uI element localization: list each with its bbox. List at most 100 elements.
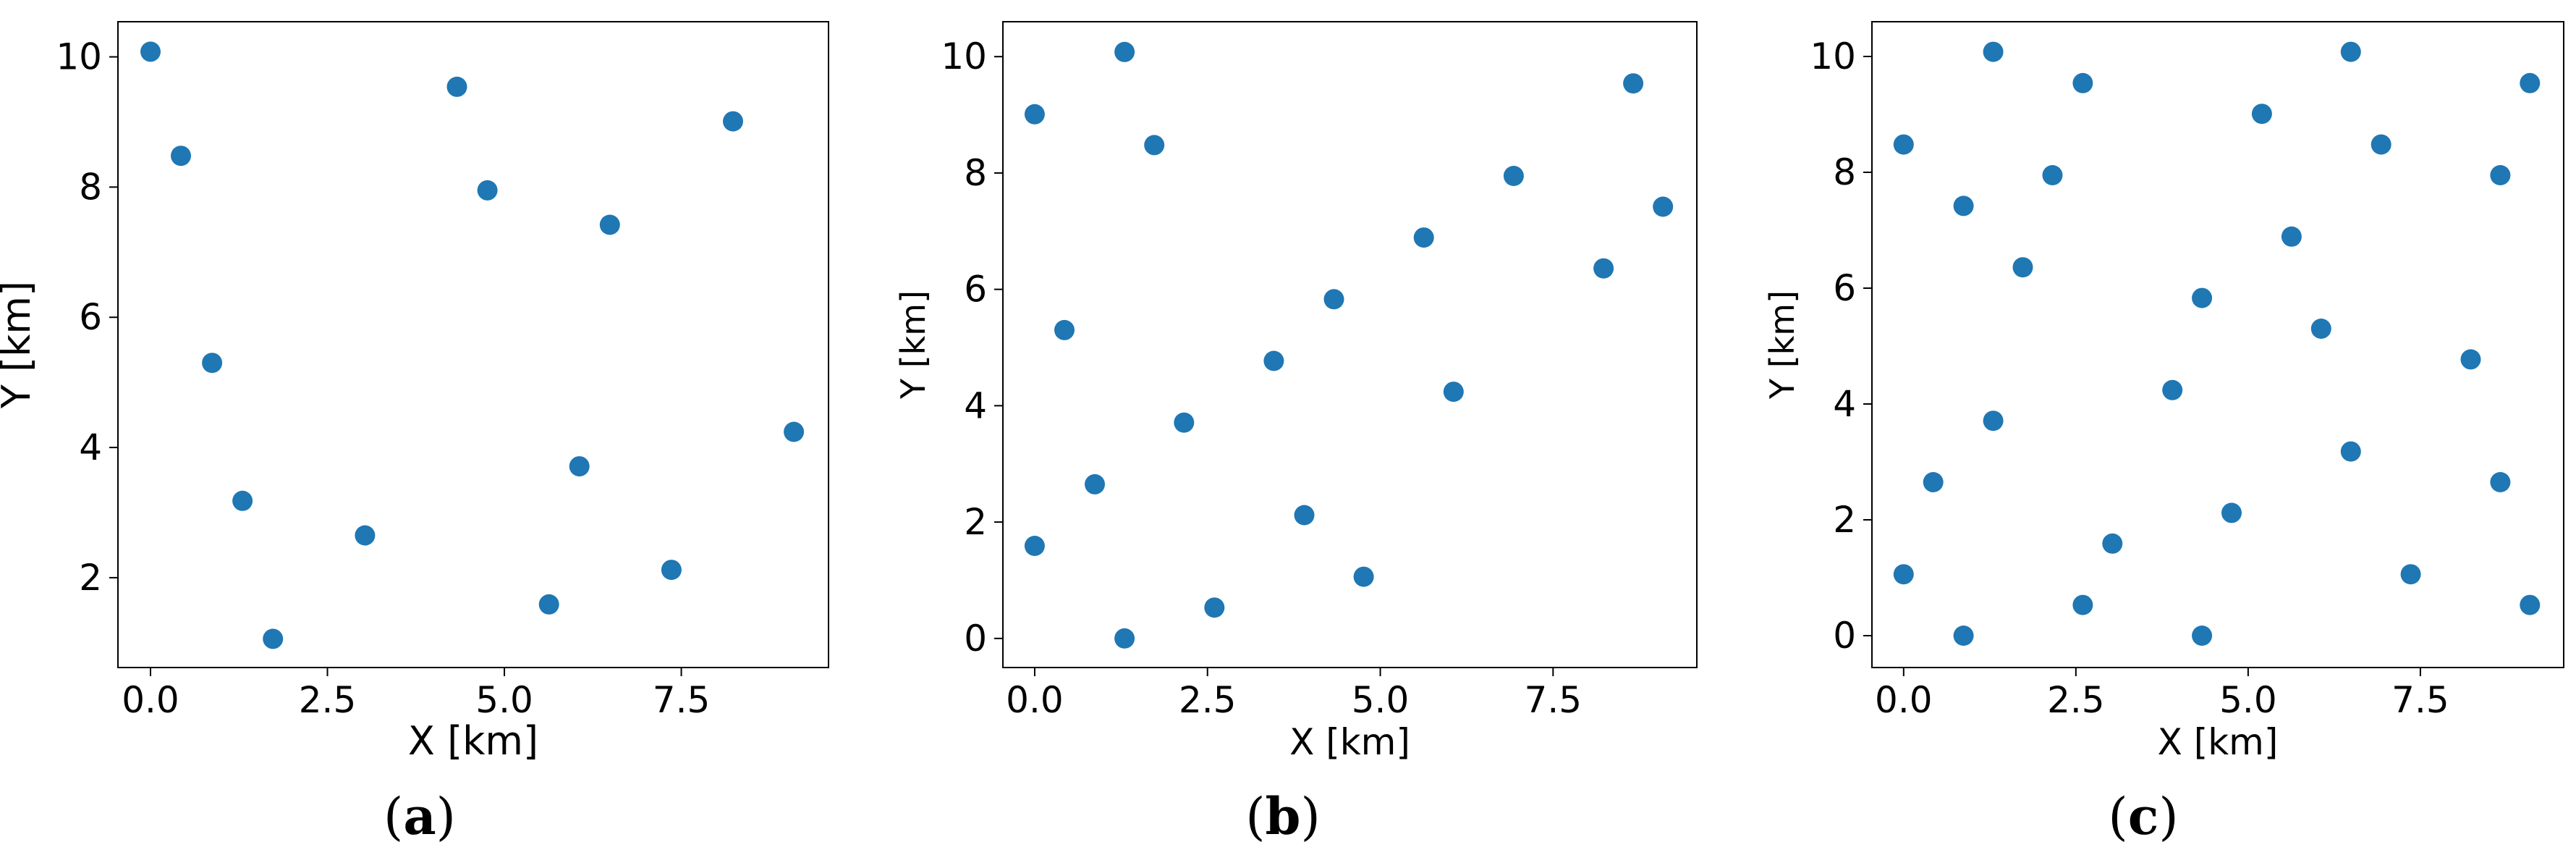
- scatter-point: [202, 353, 223, 374]
- x-tick-label: 0.0: [122, 679, 179, 721]
- scatter-point: [2072, 72, 2093, 93]
- caption-open-paren: (: [1245, 787, 1265, 846]
- scatter-point: [1024, 536, 1045, 556]
- y-tick-label: 4: [79, 426, 102, 468]
- panel-caption: (c): [2108, 786, 2178, 846]
- panel-b: 0.0 2.5 5.0 7.5 0 2 4 6 8 10 X [km] Y [km] (b): [894, 21, 1698, 846]
- scatter-point: [2370, 134, 2391, 155]
- y-tick-label: 2: [964, 501, 987, 543]
- scatter-point: [477, 180, 498, 201]
- y-tick-label: 0: [1833, 615, 1856, 657]
- scatter-point: [1953, 195, 1974, 216]
- scatter-point: [140, 41, 161, 62]
- caption-letter: c: [2128, 786, 2159, 846]
- scatter-point: [2042, 165, 2063, 185]
- y-tick-label: 10: [941, 35, 987, 77]
- scatter-point: [1353, 566, 1374, 587]
- caption-close-paren: ): [2158, 787, 2178, 846]
- scatter-point: [1114, 41, 1135, 62]
- scatter-point: [723, 111, 743, 132]
- scatter-point: [355, 525, 376, 546]
- y-tick-label: 8: [964, 152, 987, 194]
- scatter-point: [1323, 289, 1344, 310]
- scatter-point: [1144, 135, 1165, 156]
- x-axis-label: X [km]: [408, 718, 538, 764]
- scatter-point: [2192, 287, 2213, 308]
- scatter-point: [661, 560, 682, 581]
- scatter-point: [2192, 626, 2213, 646]
- scatter-point: [1653, 196, 1674, 217]
- scatter-point: [2490, 472, 2511, 492]
- scatter-points: [140, 41, 805, 649]
- panel-c: 0.0 2.5 5.0 7.5 0 2 4 6 8 10 X [km] Y [km] (c): [1763, 21, 2564, 846]
- caption-open-paren: (: [2108, 787, 2127, 846]
- plot-frame: [117, 21, 829, 668]
- scatter-point: [1623, 73, 1644, 94]
- panel-caption: (b): [1245, 786, 1321, 846]
- y-tick-label: 8: [1833, 151, 1856, 193]
- x-tick-label: 5.0: [2219, 679, 2277, 721]
- scatter-point: [1114, 628, 1135, 649]
- y-tick-label: 0: [964, 618, 987, 660]
- scatter-point: [263, 628, 284, 649]
- x-axis-label: X [km]: [2158, 721, 2279, 763]
- x-tick-label: 0.0: [1006, 679, 1064, 721]
- scatter-point: [569, 456, 590, 477]
- x-tick-label: 0.0: [1875, 679, 1933, 721]
- x-tick-label: 7.5: [2391, 679, 2449, 721]
- scatter-point: [2102, 533, 2123, 554]
- y-axis-label: Y [km]: [0, 281, 39, 409]
- scatter-points: [1024, 41, 1674, 649]
- y-axis-label: Y [km]: [894, 290, 933, 400]
- x-tick-label: 7.5: [653, 679, 711, 721]
- scatter-point: [2490, 165, 2511, 185]
- plot-frame: [1871, 21, 2564, 668]
- scatter-point: [1593, 258, 1614, 279]
- scatter-point: [2221, 502, 2242, 523]
- scatter-point: [2340, 41, 2361, 62]
- scatter-point: [1503, 166, 1524, 186]
- y-tick-label: 4: [964, 384, 987, 426]
- scatter-point: [1983, 41, 2004, 62]
- scatter-point: [2281, 226, 2302, 247]
- y-tick-label: 10: [1810, 35, 1856, 77]
- x-tick-label: 5.0: [1352, 679, 1410, 721]
- scatter-points: [1893, 41, 2541, 646]
- scatter-point: [1443, 382, 1464, 403]
- x-tick-label: 5.0: [475, 679, 533, 721]
- x-axis-label: X [km]: [1289, 721, 1410, 763]
- scatter-point: [1893, 564, 1914, 585]
- scatter-point: [2012, 257, 2033, 278]
- y-tick-label: 2: [1833, 499, 1856, 541]
- scatter-point: [599, 214, 620, 235]
- scatter-point: [2310, 319, 2331, 339]
- scatter-point: [2460, 349, 2481, 370]
- y-tick-label: 4: [1833, 383, 1856, 425]
- panel-a: 0.0 2.5 5.0 7.5 2 4 6 8 10 X [km] Y [km] (a): [0, 21, 829, 846]
- scatter-point: [784, 421, 805, 442]
- scatter-point: [2162, 379, 2183, 400]
- scatter-point: [446, 76, 467, 97]
- scatter-point: [2251, 104, 2272, 125]
- x-tick-label: 2.5: [1179, 679, 1237, 721]
- x-tick-label: 7.5: [1525, 679, 1583, 721]
- scatter-point: [171, 146, 191, 167]
- x-tick-label: 2.5: [299, 679, 357, 721]
- y-tick-label: 10: [56, 36, 102, 78]
- plot-frame: [1002, 21, 1698, 668]
- scatter-point: [538, 594, 559, 615]
- y-tick-label: 6: [964, 269, 987, 311]
- scatter-point: [1294, 505, 1315, 526]
- panel-caption: (a): [384, 786, 456, 846]
- scatter-point: [2340, 441, 2361, 462]
- scatter-point: [2072, 594, 2093, 615]
- scatter-point: [2520, 594, 2541, 615]
- caption-letter: a: [403, 786, 436, 846]
- scatter-point: [1953, 626, 1974, 646]
- caption-open-paren: (: [384, 787, 403, 846]
- scatter-point: [1204, 597, 1225, 618]
- scatter-point: [2400, 564, 2421, 585]
- scatter-point: [1085, 473, 1105, 494]
- x-tick-label: 2.5: [2047, 679, 2105, 721]
- scatter-point: [1174, 412, 1195, 433]
